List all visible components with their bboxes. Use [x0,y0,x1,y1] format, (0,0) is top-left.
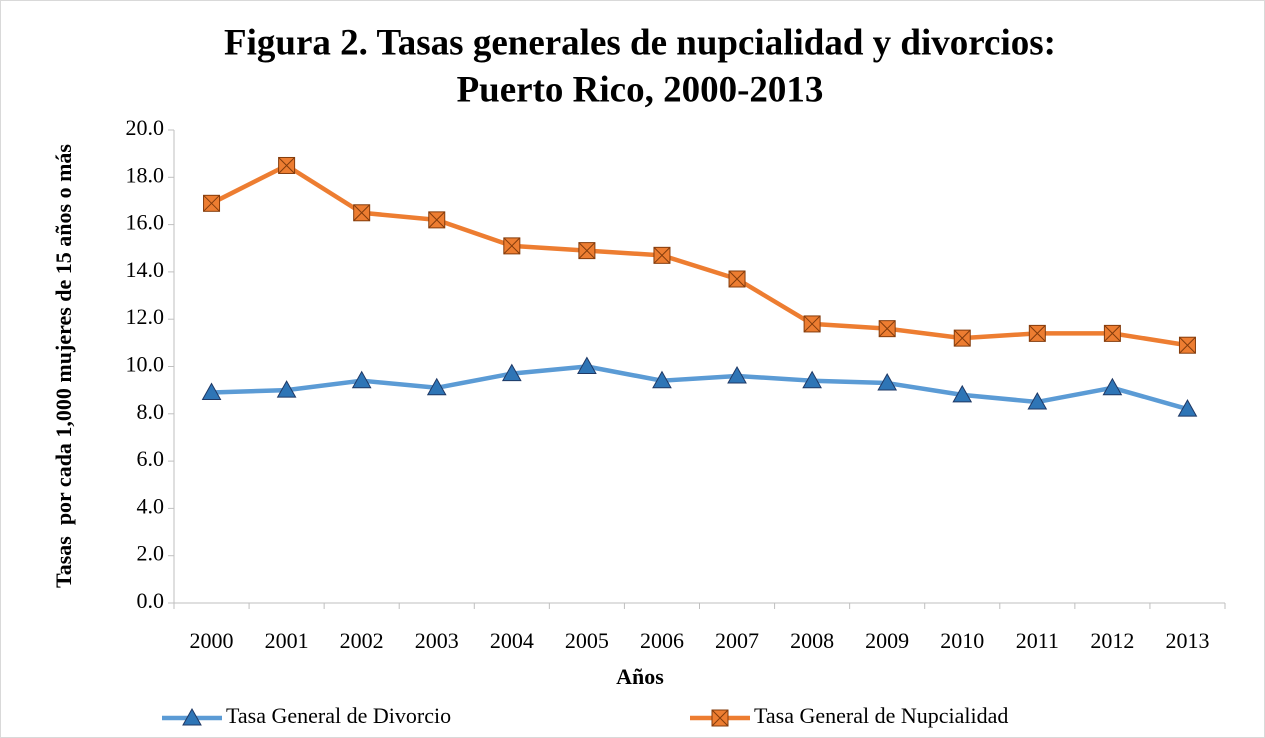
series-line [210,163,1188,348]
x-tick-label: 2013 [1165,628,1209,653]
x-tick-label: 2007 [715,628,759,653]
marker [426,377,447,396]
y-tick-label: 12.0 [126,304,165,329]
marker-detail [653,246,671,264]
marker [1102,377,1123,396]
x-tick-label: 2012 [1090,628,1134,653]
marker [727,365,747,384]
chart-title: Puerto Rico, 2000-2013 [457,69,824,110]
marker [1177,399,1198,417]
marker [802,370,822,389]
y-tick-label: 0.0 [137,588,165,613]
x-tick-label: 2004 [490,628,534,653]
marker-detail [578,242,596,259]
legend-label: Tasa General de Nupcialidad [754,703,1008,728]
y-tick-label: 8.0 [137,399,165,424]
marker-detail [353,204,371,222]
x-tick-label: 2005 [565,628,609,653]
y-tick-label: 10.0 [126,352,165,377]
x-tick-label: 2010 [940,628,984,653]
marker [652,370,672,389]
marker [1027,391,1048,410]
marker-detail [878,320,896,338]
x-tick-label: 2011 [1016,628,1059,653]
marker-detail [428,211,446,229]
marker [877,373,898,391]
marker-detail [803,315,821,333]
marker [952,384,973,403]
marker [501,363,522,382]
marker-detail [1104,325,1121,342]
y-tick-label: 20.0 [126,115,165,140]
marker [351,370,372,389]
x-tick-label: 2002 [340,628,384,653]
y-tick-label: 4.0 [137,493,165,518]
y-axis-title: Tasas por cada 1,000 mujeres de 15 años … [51,144,76,588]
y-tick-label: 16.0 [126,210,165,235]
marker [201,382,222,401]
marker-detail [1179,336,1196,354]
y-tick-label: 6.0 [137,446,165,471]
marker-detail [1028,325,1046,342]
marker [577,356,597,374]
marker-detail [203,194,220,212]
x-tick-label: 2003 [415,628,459,653]
marker-detail [711,709,729,727]
x-tick-label: 2008 [790,628,834,653]
series-line [211,364,1189,412]
x-tick-label: 2000 [190,628,234,653]
marker-detail [953,329,971,347]
marker [276,380,297,398]
legend-label: Tasa General de Divorcio [226,703,451,728]
marker-detail [728,270,746,288]
y-tick-label: 18.0 [126,162,165,187]
marker [182,707,202,726]
chart-title: Figura 2. Tasas generales de nupcialidad… [224,22,1056,63]
x-axis-title: Años [616,664,664,689]
x-tick-label: 2006 [640,628,684,653]
y-tick-label: 2.0 [137,541,165,566]
x-tick-label: 2009 [865,628,909,653]
marker-detail [503,237,521,255]
marker-detail [278,157,295,174]
x-tick-label: 2001 [265,628,309,653]
y-tick-label: 14.0 [126,257,165,282]
